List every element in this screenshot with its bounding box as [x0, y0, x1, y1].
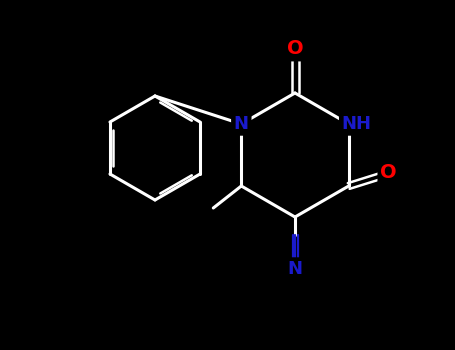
Text: N: N [234, 115, 249, 133]
Text: O: O [287, 40, 303, 58]
Text: NH: NH [342, 115, 372, 133]
Text: O: O [380, 162, 397, 182]
Text: N: N [288, 260, 303, 278]
